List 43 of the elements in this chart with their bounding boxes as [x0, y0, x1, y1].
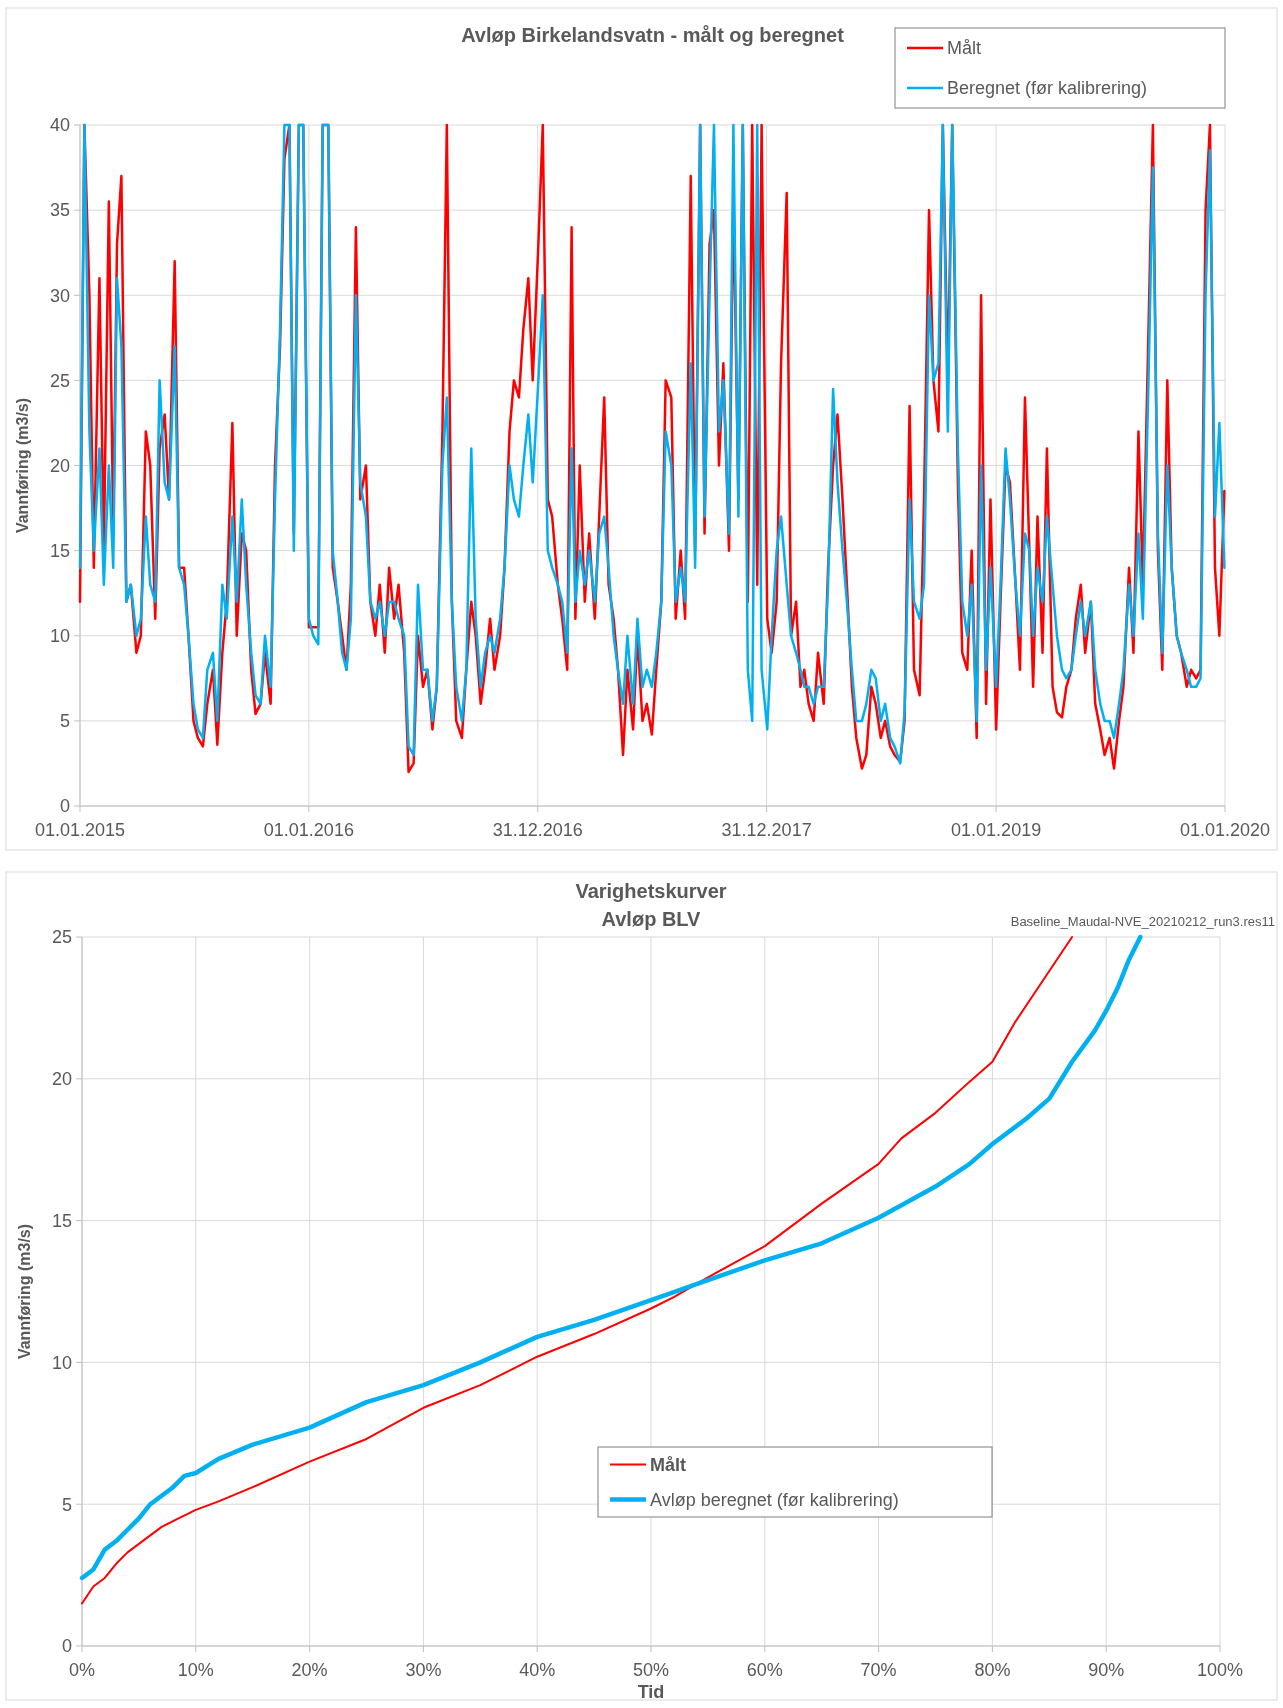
x-tick-label: 80% [974, 1660, 1011, 1680]
x-tick-label: 01.01.2015 [34, 820, 126, 840]
x-tick-label: 70% [860, 1660, 897, 1680]
x-tick-label: 01.01.2016 [263, 820, 354, 840]
y-tick-label: 0 [59, 796, 70, 817]
y-tick-label: 5 [61, 1494, 72, 1515]
x-tick-label: 90% [1088, 1660, 1125, 1680]
legend-label: Målt [650, 1454, 687, 1475]
x-tick-label: 40% [519, 1660, 556, 1680]
text: Baseline_Maudal-NVE_20210212_run3.res11 [1010, 914, 1275, 929]
x-tick-label: 31.12.2017 [721, 820, 812, 840]
y-tick-label: 40 [49, 115, 70, 136]
y-tick-label: 25 [49, 370, 70, 391]
x-tick-label: 01.01.2019 [951, 820, 1042, 840]
y-tick-label: 0 [61, 1636, 72, 1657]
y-axis-title: Vannføring (m3/s) [14, 397, 31, 534]
x-tick-label: 10% [177, 1660, 214, 1680]
x-tick-label: 100% [1196, 1660, 1244, 1680]
legend-label: Avløp beregnet (før kalibrering) [650, 1489, 899, 1510]
x-tick-label: 0% [68, 1660, 96, 1680]
x-tick-label: 01.01.2020 [1179, 820, 1271, 840]
x-tick-label: 30% [405, 1660, 442, 1680]
x-tick-label: 60% [746, 1660, 783, 1680]
y-tick-label: 20 [49, 455, 70, 476]
legend-label: Målt [947, 38, 982, 59]
legend-label: Beregnet (før kalibrering) [947, 78, 1148, 99]
chart-title: Avløp Birkelandsvatn - målt og beregnet [461, 24, 845, 46]
x-tick-label: 20% [291, 1660, 328, 1680]
y-tick-label: 15 [51, 1210, 72, 1231]
y-tick-label: 35 [49, 200, 70, 221]
y-tick-label: 30 [49, 285, 70, 306]
chart-subtitle: Avløp BLV [601, 908, 702, 930]
chart-title: Varighetskurver [575, 880, 727, 902]
y-tick-label: 15 [49, 540, 70, 561]
x-axis-title: Tid [637, 1682, 665, 1702]
y-axis-title: Vannføring (m3/s) [16, 1223, 33, 1360]
y-tick-label: 20 [51, 1069, 72, 1090]
y-tick-label: 5 [59, 711, 70, 732]
y-tick-label: 25 [51, 927, 72, 948]
x-tick-label: 50% [632, 1660, 670, 1680]
y-tick-label: 10 [51, 1352, 72, 1373]
y-tick-label: 10 [49, 626, 70, 647]
x-tick-label: 31.12.2016 [492, 820, 583, 840]
